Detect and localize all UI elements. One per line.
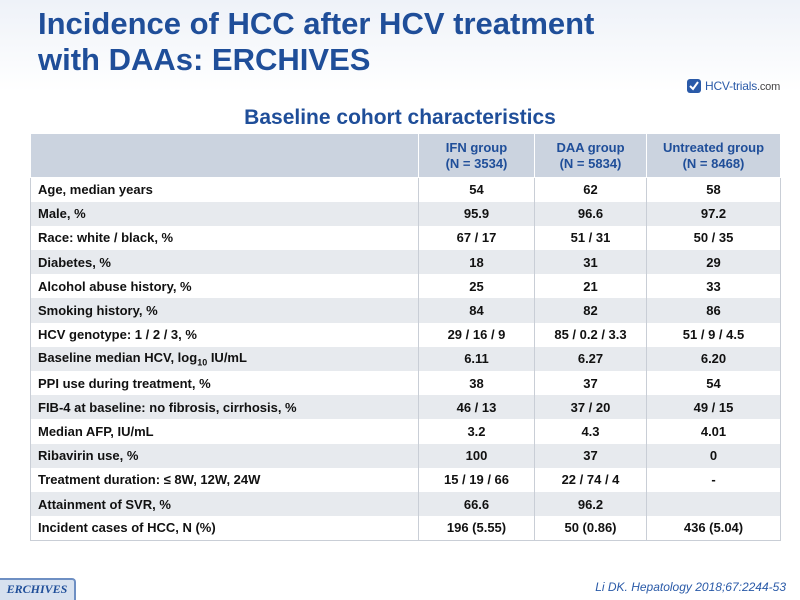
table-row: FIB-4 at baseline: no fibrosis, cirrhosi… [30, 395, 781, 420]
header-ifn-group: IFN group (N = 3534) [418, 133, 535, 178]
cell-daa: 96.6 [534, 201, 647, 226]
table-row: Treatment duration: ≤ 8W, 12W, 24W 15 / 1… [30, 467, 781, 492]
table-row: Median AFP, IU/mL 3.2 4.3 4.01 [30, 419, 781, 444]
table-row: Race: white / black, % 67 / 17 51 / 31 50 /… [30, 225, 781, 251]
row-label: Diabetes, % [30, 250, 419, 275]
cell-daa: 37 [534, 371, 647, 396]
row-label: PPI use during treatment, % [30, 371, 419, 396]
row-label: Alcohol abuse history, % [30, 274, 419, 299]
cell-daa: 21 [534, 274, 647, 299]
table-row: PPI use during treatment, % 38 37 54 [30, 371, 781, 396]
row-label: Ribavirin use, % [30, 443, 419, 468]
cell-ifn: 15 / 19 / 66 [418, 467, 535, 492]
table-row: Smoking history, % 84 82 86 [30, 298, 781, 323]
table-row: Diabetes, % 18 31 29 [30, 250, 781, 275]
title-band [0, 0, 800, 92]
cell-untreated: 33 [646, 274, 781, 299]
cell-untreated: 54 [646, 371, 781, 396]
row-label-suffix: IU/mL [207, 350, 247, 366]
row-label: Attainment of SVR, % [30, 491, 419, 517]
row-label: Race: white / black, % [30, 225, 419, 251]
cell-ifn: 46 / 13 [418, 395, 535, 420]
logo-suffix: .com [757, 81, 781, 93]
cell-untreated: 29 [646, 250, 781, 275]
cell-untreated: 50 / 35 [646, 225, 781, 251]
hcv-trials-logo: HCV-trials.com [686, 76, 780, 96]
header-untreated-group: Untreated group (N = 8468) [646, 133, 781, 178]
cell-ifn: 95.9 [418, 201, 535, 226]
header-row: IFN group (N = 3534) DAA group (N = 5834… [30, 133, 781, 178]
row-label: Baseline median HCV, log10 IU/mL [30, 346, 419, 371]
row-label-prefix: Baseline median HCV, log [38, 350, 198, 366]
cell-untreated: 4.01 [646, 419, 781, 444]
table-header: IFN group (N = 3534) DAA group (N = 5834… [30, 133, 781, 178]
logo-text: HCV-trials.com [705, 79, 780, 93]
cell-daa: 96.2 [534, 491, 647, 517]
cell-untreated: 86 [646, 298, 781, 323]
table-row: Age, median years 54 62 58 [30, 177, 781, 202]
row-label: FIB-4 at baseline: no fibrosis, cirrhosi… [30, 395, 419, 420]
cell-untreated: 58 [646, 177, 781, 202]
cell-daa: 62 [534, 177, 647, 202]
citation: Li DK. Hepatology 2018;67:2244-53 [595, 580, 786, 594]
table-row: Alcohol abuse history, % 25 21 33 [30, 274, 781, 299]
row-label: Smoking history, % [30, 298, 419, 323]
cell-daa: 6.27 [534, 346, 647, 371]
baseline-table: IFN group (N = 3534) DAA group (N = 5834… [30, 133, 781, 541]
logo-mark-icon [687, 79, 701, 93]
cell-daa: 50 (0.86) [534, 516, 647, 541]
cell-daa: 51 / 31 [534, 225, 647, 251]
cell-ifn: 84 [418, 298, 535, 323]
row-label: Age, median years [30, 177, 419, 202]
row-label: Treatment duration: ≤ 8W, 12W, 24W [30, 467, 419, 492]
header-daa-group: DAA group (N = 5834) [534, 133, 647, 178]
cell-daa: 31 [534, 250, 647, 275]
cell-ifn: 67 / 17 [418, 225, 535, 251]
table-body: Age, median years 54 62 58 Male, % 95.9 96.6 97… [30, 177, 781, 541]
logo-main: HCV-trials [705, 79, 758, 93]
cell-ifn: 38 [418, 371, 535, 396]
cell-untreated: 0 [646, 443, 781, 468]
erchives-tab: ERCHIVES [0, 578, 76, 600]
table-row: HCV genotype: 1 / 2 / 3, % 29 / 16 / 9 85 … [30, 322, 781, 347]
cell-ifn: 18 [418, 250, 535, 275]
table-row: Ribavirin use, % 100 37 0 [30, 443, 781, 468]
cell-untreated: 6.20 [646, 346, 781, 371]
table-row: Baseline median HCV, log10 IU/mL 6.11 6.27… [30, 346, 781, 371]
row-label: Incident cases of HCC, N (%) [30, 516, 419, 541]
cell-daa: 4.3 [534, 419, 647, 444]
table-row: Attainment of SVR, % 66.6 96.2 [30, 491, 781, 517]
cell-untreated: 49 / 15 [646, 395, 781, 420]
cell-untreated: 97.2 [646, 201, 781, 226]
cell-untreated: - [646, 467, 781, 492]
cell-ifn: 66.6 [418, 491, 535, 517]
cell-ifn: 196 (5.55) [418, 516, 535, 541]
cell-ifn: 6.11 [418, 346, 535, 371]
cell-daa: 37 / 20 [534, 395, 647, 420]
slide-title: Incidence of HCC after HCV treatment wit… [38, 6, 595, 77]
cell-untreated: 436 (5.04) [646, 516, 781, 541]
cell-daa: 22 / 74 / 4 [534, 467, 647, 492]
cell-ifn: 29 / 16 / 9 [418, 322, 535, 347]
cell-ifn: 100 [418, 443, 535, 468]
table-row: Incident cases of HCC, N (%) 196 (5.55) 50… [30, 516, 781, 541]
row-label: HCV genotype: 1 / 2 / 3, % [30, 322, 419, 347]
cell-untreated: 51 / 9 / 4.5 [646, 322, 781, 347]
cell-daa: 82 [534, 298, 647, 323]
table-row: Male, % 95.9 96.6 97.2 [30, 201, 781, 226]
table-title: Baseline cohort characteristics [244, 106, 556, 129]
header-corner [30, 133, 419, 178]
cell-daa: 85 / 0.2 / 3.3 [534, 322, 647, 347]
cell-untreated [646, 491, 781, 517]
row-label: Male, % [30, 201, 419, 226]
cell-ifn: 54 [418, 177, 535, 202]
cell-daa: 37 [534, 443, 647, 468]
cell-ifn: 3.2 [418, 419, 535, 444]
cell-ifn: 25 [418, 274, 535, 299]
row-label-subscript: 10 [197, 357, 208, 368]
row-label: Median AFP, IU/mL [30, 419, 419, 444]
